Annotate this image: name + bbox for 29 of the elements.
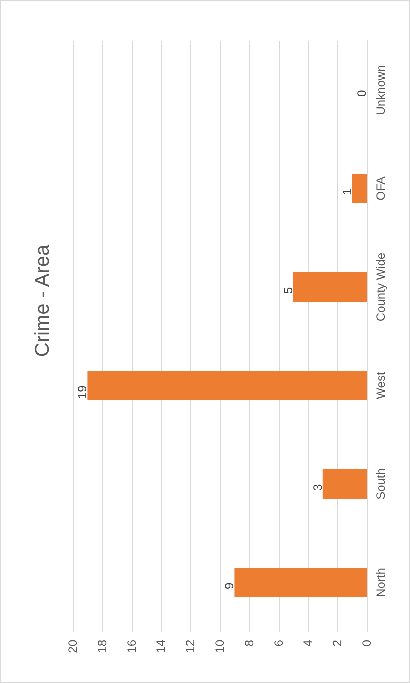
y-tick-label: West [374,372,388,400]
x-tick-label: 6 [272,640,286,647]
text: Crime - Area [32,244,54,358]
y-tick-label: Unknown [374,65,388,116]
x-tick-label: 20 [66,640,80,654]
x-tick-label: 8 [242,640,256,647]
bar [88,370,367,401]
bar [294,272,367,302]
x-tick-label: 16 [124,640,139,654]
bar [352,174,367,204]
x-tick-label: 10 [213,640,227,654]
x-tick-label: 0 [360,640,374,647]
x-tick-label: 4 [301,640,316,647]
y-tick-label: County Wide [374,252,388,322]
data-label: 3 [310,484,325,491]
data-label: 1 [340,188,354,196]
x-tick-label: 2 [330,640,345,647]
data-label: 5 [282,286,296,294]
x-tick-label: 12 [184,640,198,654]
x-tick-label: 14 [154,640,168,654]
bar [234,568,367,598]
y-tick-label: OFA [374,176,388,201]
y-tick-label: South [374,468,388,500]
data-label: 19 [76,385,90,400]
y-tick-label: North [374,568,388,598]
data-label: 0 [355,90,369,97]
data-label: 9 [222,582,237,590]
bar [322,469,367,500]
x-tick-label: 18 [95,640,110,654]
